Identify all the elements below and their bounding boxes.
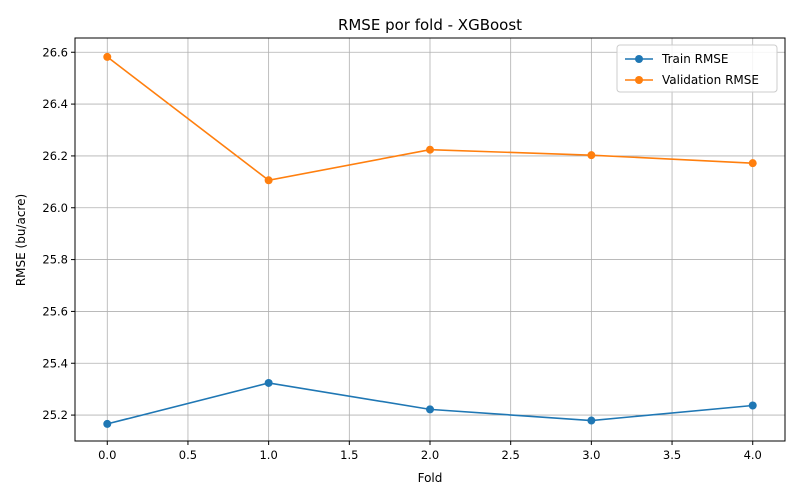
plot-frame: [74, 37, 786, 442]
data-point: [748, 159, 757, 168]
y-tick-label: 25.8: [42, 253, 68, 267]
y-axis-label: RMSE (bu/acre): [14, 194, 28, 286]
data-point: [426, 405, 434, 414]
data-series: [103, 52, 757, 428]
legend: Train RMSE Validation RMSE: [616, 44, 778, 93]
x-axis-label: Fold: [418, 471, 443, 485]
x-tick-label: 2.5: [502, 448, 520, 462]
x-tick-label: 4.0: [744, 448, 762, 462]
data-point: [103, 52, 112, 61]
x-tick-label: 3.5: [663, 448, 681, 462]
legend-label: Train RMSE: [661, 52, 729, 66]
x-tick-label: 2.0: [421, 448, 439, 462]
data-point: [103, 419, 112, 428]
x-tick-label: 1.5: [340, 448, 358, 462]
data-point: [748, 401, 757, 410]
legend-marker: [635, 55, 643, 63]
x-tick-label: 0.5: [179, 448, 197, 462]
y-tick-label: 26.6: [42, 45, 68, 59]
y-tick-label: 26.2: [42, 149, 68, 163]
x-tick-label: 1.0: [259, 448, 277, 462]
y-tick-label: 25.4: [42, 356, 68, 370]
data-point: [587, 151, 596, 160]
x-tick-label: 0.0: [98, 448, 116, 462]
y-tick-label: 26.4: [42, 97, 68, 111]
chart-title: RMSE por fold - XGBoost: [338, 16, 522, 34]
axis-ticks: 0.0 0.5 1.0 1.5 2.0 2.5 3.0 3.5 4.0 25.2 25.4 25.6 2…: [42, 45, 761, 462]
legend-marker: [635, 76, 643, 84]
data-point: [426, 145, 434, 154]
y-tick-label: 25.2: [42, 408, 68, 422]
x-tick-label: 3.0: [582, 448, 600, 462]
data-point: [264, 378, 273, 387]
y-tick-label: 26.0: [42, 201, 68, 215]
legend-label: Validation RMSE: [662, 73, 759, 87]
data-point: [587, 416, 596, 425]
legend-box: [616, 44, 778, 93]
data-point: [264, 176, 273, 185]
y-tick-label: 25.6: [42, 304, 68, 318]
grid-lines: [75, 38, 785, 441]
